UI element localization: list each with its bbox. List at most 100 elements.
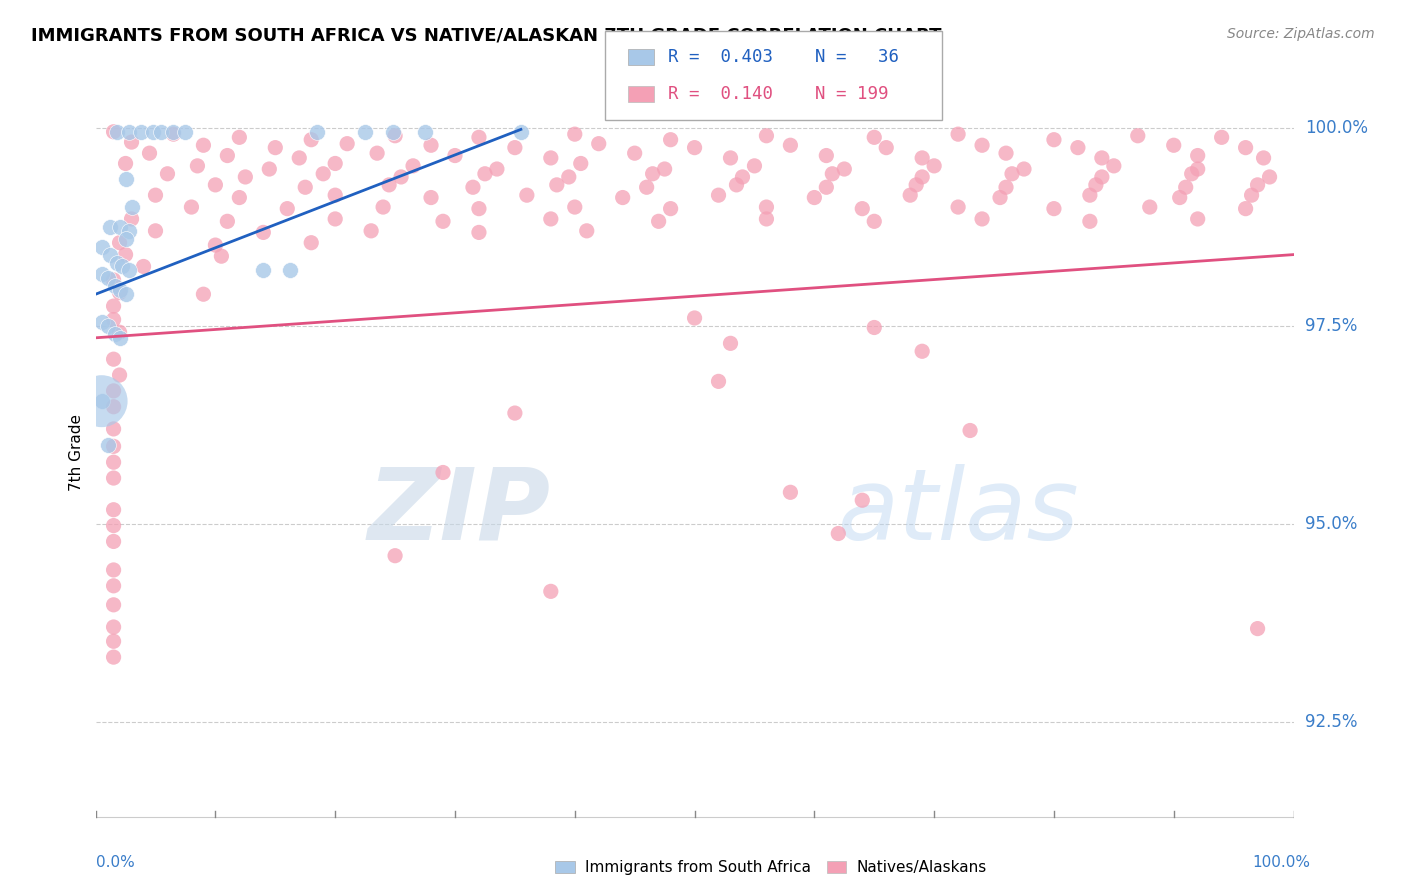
- Point: [569, 156, 592, 170]
- Point: [108, 331, 131, 345]
- Text: Natives/Alaskans: Natives/Alaskans: [856, 860, 987, 874]
- Point: [755, 200, 778, 214]
- Point: [612, 190, 634, 204]
- Point: [104, 279, 127, 293]
- Point: [323, 211, 346, 226]
- Point: [509, 125, 531, 139]
- Point: [863, 130, 886, 145]
- Point: [90, 268, 112, 282]
- Point: [911, 151, 934, 165]
- Point: [834, 161, 856, 176]
- Point: [121, 135, 143, 149]
- Point: [540, 584, 562, 599]
- Point: [381, 125, 404, 139]
- Point: [1234, 202, 1257, 216]
- Point: [156, 167, 179, 181]
- Point: [235, 169, 257, 184]
- Point: [720, 336, 742, 351]
- Point: [1246, 622, 1268, 636]
- Point: [995, 146, 1018, 161]
- Point: [1043, 202, 1066, 216]
- Text: IMMIGRANTS FROM SOUTH AFRICA VS NATIVE/ALASKAN 7TH GRADE CORRELATION CHART: IMMIGRANTS FROM SOUTH AFRICA VS NATIVE/A…: [31, 27, 942, 45]
- Point: [911, 169, 934, 184]
- Point: [193, 287, 215, 301]
- Text: 97.5%: 97.5%: [1305, 317, 1357, 334]
- Point: [103, 502, 125, 516]
- Point: [815, 180, 838, 194]
- Point: [162, 127, 184, 141]
- Point: [97, 318, 120, 333]
- Point: [564, 127, 586, 141]
- Point: [420, 138, 443, 153]
- Point: [959, 424, 981, 438]
- Point: [114, 247, 136, 261]
- Point: [815, 148, 838, 162]
- Point: [1084, 178, 1107, 192]
- Point: [1091, 169, 1114, 184]
- Point: [103, 620, 125, 634]
- Point: [1001, 167, 1024, 181]
- Point: [121, 211, 143, 226]
- Point: [174, 125, 197, 139]
- Point: [180, 200, 202, 214]
- Point: [725, 178, 748, 192]
- Point: [278, 263, 301, 277]
- Point: [162, 125, 184, 139]
- Point: [1078, 214, 1101, 228]
- Point: [384, 128, 406, 143]
- Point: [863, 320, 886, 334]
- Point: [1187, 211, 1209, 226]
- Point: [432, 466, 454, 480]
- Point: [103, 384, 125, 398]
- Point: [264, 141, 287, 155]
- Point: [707, 188, 730, 202]
- Point: [299, 133, 322, 147]
- Point: [114, 172, 136, 186]
- Point: [294, 180, 316, 194]
- Point: [354, 125, 377, 139]
- Point: [299, 235, 322, 250]
- Text: R =  0.140    N = 199: R = 0.140 N = 199: [668, 85, 889, 103]
- Point: [103, 471, 125, 485]
- Point: [905, 178, 928, 192]
- Point: [360, 224, 382, 238]
- Point: [1043, 133, 1066, 147]
- Point: [103, 422, 125, 436]
- Point: [623, 146, 645, 161]
- Point: [1211, 130, 1233, 145]
- Point: [588, 136, 610, 151]
- Point: [540, 211, 562, 226]
- Point: [108, 219, 131, 234]
- Text: 100.0%: 100.0%: [1253, 855, 1310, 870]
- Point: [755, 211, 778, 226]
- Point: [1163, 138, 1185, 153]
- Point: [468, 226, 491, 240]
- Point: [228, 130, 250, 145]
- Y-axis label: 7th Grade: 7th Grade: [69, 414, 84, 491]
- Point: [485, 161, 508, 176]
- Point: [114, 287, 136, 301]
- Point: [641, 167, 664, 181]
- Point: [103, 439, 125, 453]
- Point: [252, 263, 274, 277]
- Text: 0.0%: 0.0%: [96, 855, 135, 870]
- Point: [863, 214, 886, 228]
- Point: [922, 159, 945, 173]
- Point: [121, 200, 143, 214]
- Point: [970, 138, 993, 153]
- Point: [1091, 151, 1114, 165]
- Point: [97, 438, 120, 452]
- Point: [1126, 128, 1149, 143]
- Point: [90, 315, 112, 329]
- Point: [558, 169, 581, 184]
- Point: [366, 146, 388, 161]
- Text: Source: ZipAtlas.com: Source: ZipAtlas.com: [1227, 27, 1375, 41]
- Point: [193, 138, 215, 153]
- Point: [103, 518, 125, 533]
- Point: [129, 125, 152, 139]
- Point: [659, 202, 682, 216]
- Point: [755, 128, 778, 143]
- Point: [707, 375, 730, 389]
- Point: [402, 159, 425, 173]
- Point: [970, 211, 993, 226]
